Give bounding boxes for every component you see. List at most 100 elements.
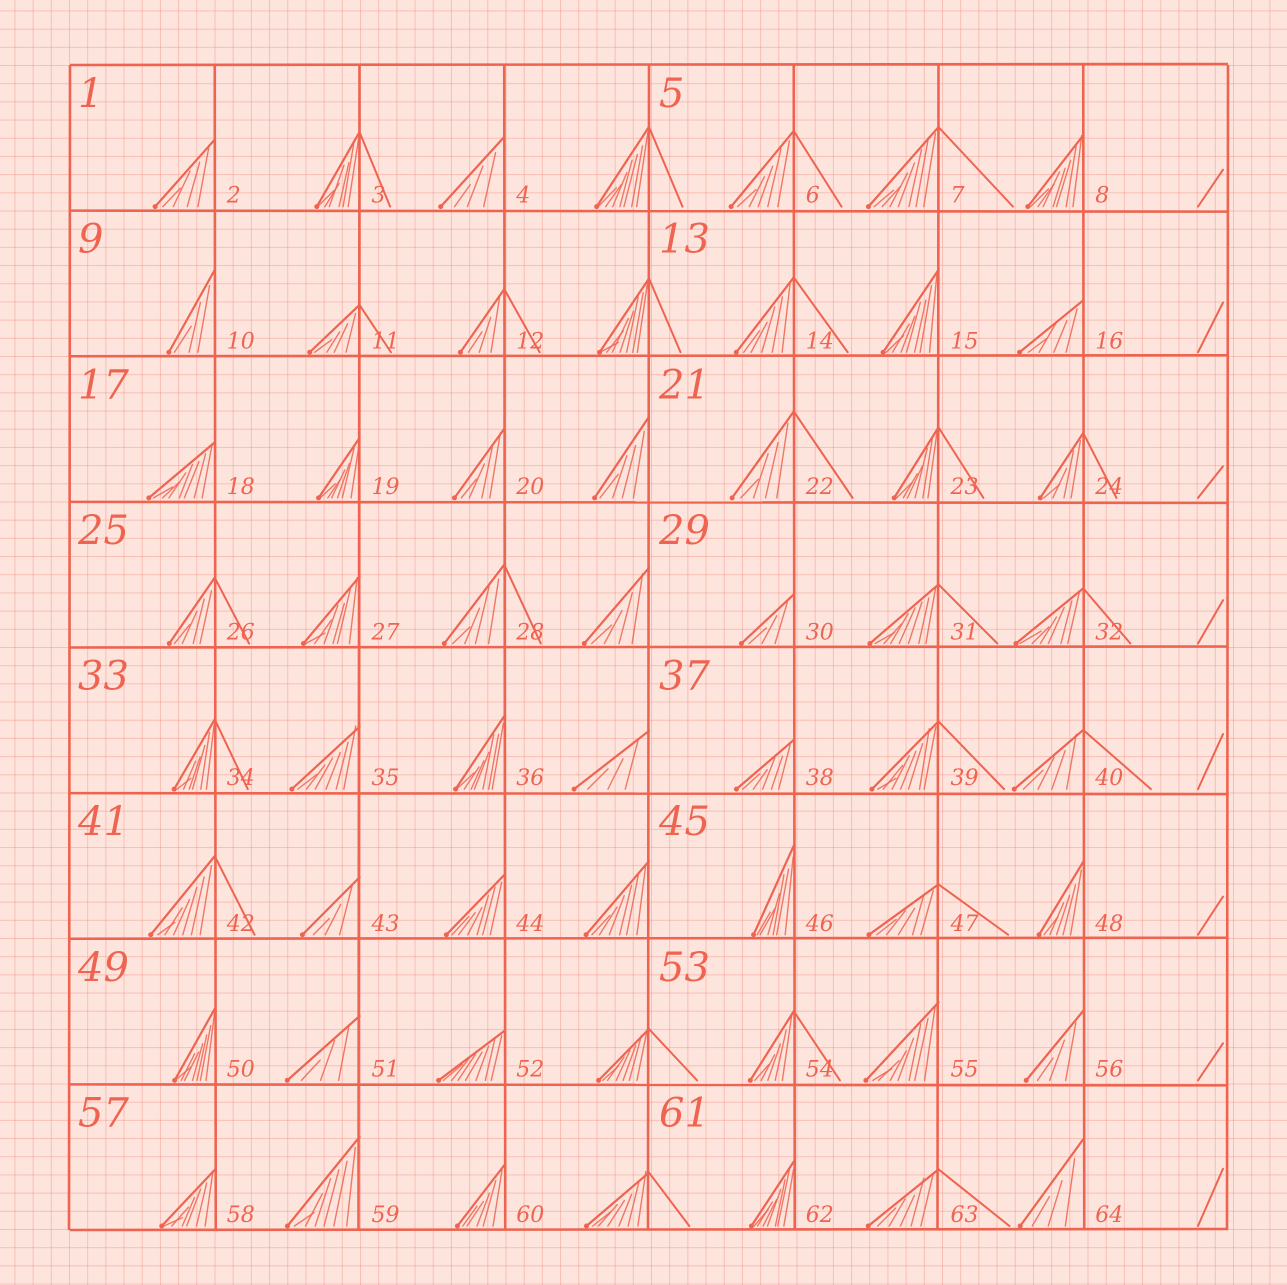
hatch-stroke: [492, 1169, 503, 1227]
hatch-stroke: [304, 1193, 324, 1227]
row-label: 17: [78, 362, 129, 408]
hatched-triangle: [453, 715, 506, 792]
triangle-right-edge: [358, 303, 392, 354]
row-label: 25: [77, 508, 129, 554]
base-dot: [597, 349, 603, 355]
cell-number: 39: [951, 766, 979, 791]
base-dot: [166, 641, 172, 646]
mid-label: 29: [658, 508, 710, 554]
hatched-triangle: [457, 287, 541, 355]
triangle-left-edge: [286, 1135, 361, 1228]
hatch-stroke: [766, 1188, 782, 1227]
hatched-triangle: [865, 126, 1014, 210]
hatched-triangle: [284, 1135, 361, 1229]
hatch-stroke: [621, 444, 637, 499]
hatched-triangle: [146, 441, 216, 501]
triangle-right-edge: [503, 288, 541, 354]
hatch-stroke: [775, 868, 790, 936]
base-dot: [863, 1077, 869, 1083]
cell-number: 20: [515, 475, 544, 500]
triangle-left-edge: [595, 125, 651, 208]
hatch-stroke: [171, 1206, 190, 1227]
hatch-stroke: [759, 908, 776, 936]
hatch-stroke: [636, 1028, 648, 1082]
hatch-stroke: [476, 1192, 491, 1227]
triangle-left-edge: [584, 859, 651, 936]
base-dot: [148, 932, 154, 938]
hatch-stroke: [881, 185, 902, 208]
base-dot: [284, 1223, 290, 1229]
hatch-stroke: [162, 187, 182, 208]
hatch-stroke: [453, 184, 471, 208]
hatch-stroke: [205, 1010, 216, 1082]
triangle-right-edge: [792, 1010, 841, 1082]
hatch-stroke: [607, 758, 624, 790]
hatch-stroke: [192, 598, 205, 645]
cell-number: 27: [371, 621, 400, 646]
hatched-triangle: [1023, 1009, 1085, 1083]
hatched-triangle: [1017, 299, 1085, 355]
base-dot: [891, 495, 897, 501]
hatch-stroke: [636, 863, 647, 936]
grid-line-horizontal: [69, 1083, 1229, 1087]
mid-label: 53: [659, 945, 710, 991]
triangle-right-edge: [937, 126, 1014, 208]
hatch-stroke: [1043, 483, 1061, 499]
hatch-stroke: [776, 422, 789, 499]
hatch-stroke: [347, 137, 360, 208]
hatch-stroke: [913, 299, 927, 353]
hatch-stroke: [1197, 895, 1224, 936]
hatch-stroke: [891, 323, 910, 353]
hatched-triangle: [1037, 431, 1118, 501]
hatch-stroke: [193, 453, 207, 499]
base-dot: [867, 641, 873, 646]
hatch-stroke: [186, 1188, 202, 1227]
triangle-right-edge: [213, 576, 251, 645]
triangle-left-edge: [730, 410, 795, 499]
base-dot: [457, 349, 463, 355]
cell-number: 15: [951, 329, 979, 354]
base-dot: [300, 641, 306, 646]
triangle-right-edge: [937, 426, 985, 499]
mid-label: 5: [659, 71, 684, 117]
triangle-left-edge: [750, 1160, 795, 1228]
hatch-stroke: [173, 325, 192, 353]
hatched-triangle: [171, 718, 249, 792]
hatch-stroke: [1197, 1042, 1224, 1082]
hatch-stroke: [191, 1043, 204, 1082]
hatched-triangle: [581, 566, 651, 646]
hatch-stroke: [1036, 1057, 1054, 1082]
hatch-stroke: [906, 465, 923, 499]
triangle-left-edge: [730, 129, 795, 208]
hatch-stroke: [337, 1024, 350, 1082]
hatch-stroke: [1197, 465, 1224, 499]
hatch-stroke: [619, 159, 633, 208]
hatch-stroke: [1047, 1180, 1063, 1227]
hatch-stroke: [462, 1205, 478, 1227]
hatched-triangle: [314, 130, 392, 210]
cell-number: 56: [1095, 1057, 1123, 1082]
hatch-stroke: [781, 1012, 793, 1082]
hatch-stroke: [927, 428, 939, 499]
triangle-left-edge: [147, 441, 216, 499]
base-dot: [307, 349, 313, 355]
hatch-stroke: [197, 284, 211, 353]
triangle-left-edge: [168, 576, 216, 645]
cell-number: 2: [226, 184, 241, 209]
grid-line-horizontal: [69, 500, 1229, 505]
hatch-stroke: [335, 741, 349, 790]
hatch-stroke: [174, 1066, 192, 1082]
hatch-stroke: [767, 148, 782, 208]
triangle-left-edge: [735, 276, 795, 354]
hatch-stroke: [743, 330, 761, 353]
base-dot: [436, 1077, 442, 1083]
hatch-stroke: [767, 893, 781, 936]
grid-line-horizontal: [69, 791, 1229, 796]
hatch-stroke: [467, 906, 483, 936]
hatch-stroke: [1055, 894, 1071, 936]
hatch-stroke: [1062, 884, 1077, 936]
hatch-stroke: [188, 301, 202, 353]
triangle-right-edge: [648, 125, 684, 208]
cell-number: 11: [372, 329, 400, 354]
triangle-left-edge: [1013, 728, 1085, 791]
